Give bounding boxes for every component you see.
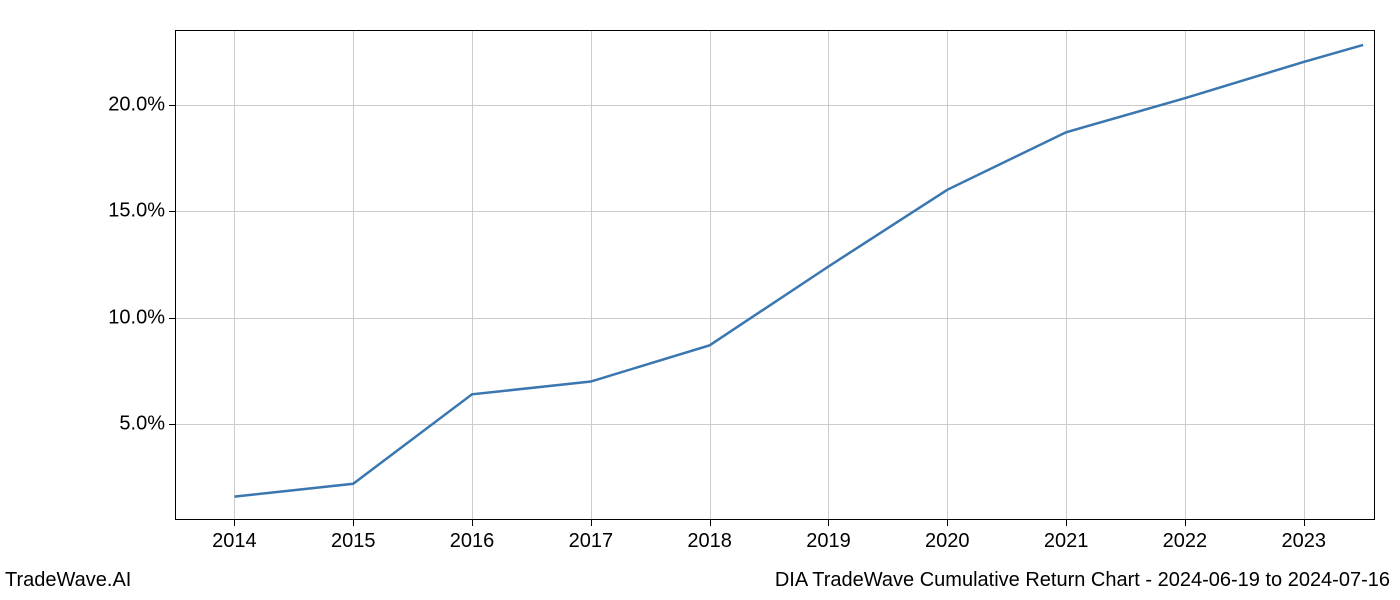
x-tick-label: 2021 (1044, 530, 1089, 553)
x-tick-mark (828, 520, 829, 526)
x-tick-mark (947, 520, 948, 526)
x-tick-mark (353, 520, 354, 526)
x-tick-mark (1304, 520, 1305, 526)
x-tick-label: 2019 (806, 530, 851, 553)
x-tick-mark (1185, 520, 1186, 526)
x-tick-label: 2020 (925, 530, 970, 553)
x-tick-mark (591, 520, 592, 526)
chart-plot-area (175, 30, 1375, 520)
y-tick-label: 15.0% (108, 200, 165, 223)
x-tick-mark (472, 520, 473, 526)
x-tick-mark (710, 520, 711, 526)
x-tick-label: 2016 (450, 530, 495, 553)
x-tick-label: 2022 (1163, 530, 1208, 553)
x-tick-label: 2023 (1281, 530, 1326, 553)
x-tick-label: 2017 (569, 530, 614, 553)
footer-chart-title: DIA TradeWave Cumulative Return Chart - … (775, 569, 1390, 592)
x-tick-label: 2018 (687, 530, 732, 553)
x-tick-label: 2014 (212, 530, 257, 553)
x-tick-mark (234, 520, 235, 526)
y-tick-label: 20.0% (108, 93, 165, 116)
x-tick-label: 2015 (331, 530, 376, 553)
footer-brand: TradeWave.AI (5, 569, 131, 592)
plot-border (175, 30, 1375, 520)
y-tick-label: 5.0% (119, 413, 165, 436)
y-tick-label: 10.0% (108, 306, 165, 329)
x-tick-mark (1066, 520, 1067, 526)
